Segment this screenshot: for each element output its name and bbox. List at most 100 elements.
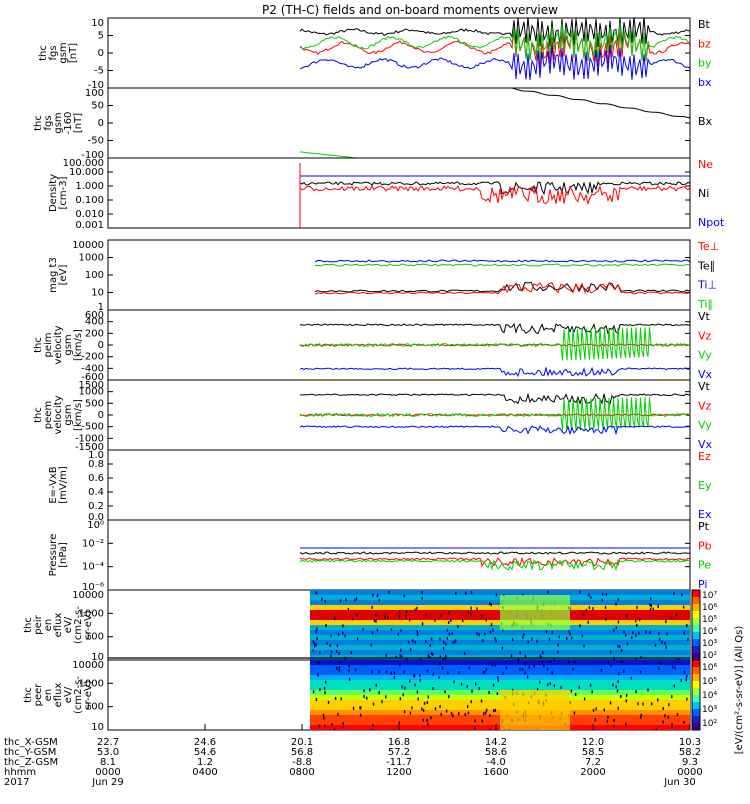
spectrogram-speck [681,593,683,597]
x-tick-label: -4.0 [486,757,506,768]
spectrogram-speck [330,634,332,638]
spectrogram-speck [399,663,401,667]
spectrogram-speck [635,619,637,623]
spectrogram-speck [493,709,495,713]
spectrogram-speck [572,667,574,671]
spectrogram-speck [637,702,639,706]
spectrogram-speck [452,640,454,644]
spectrogram-speck [323,716,325,720]
spectrogram-speck [419,673,421,677]
spectrogram-speck [322,713,325,717]
colorbar-tick-label: 10⁶ [702,603,717,613]
spectrogram-speck [397,632,400,636]
series-Vx [299,425,690,436]
spectrogram-speck [450,619,452,623]
y-tick-label: 0.100 [75,195,104,206]
spectrogram-speck [371,631,374,635]
spectrogram-speck [579,624,581,628]
colorbar-tick-label: 10⁵ [702,615,717,625]
panel-temperature: 10000 1000 100 10 1 mag t3 [eV] Te⊥ Te∥ Ti⊥ Ti∥ [48,239,719,313]
series-Ni [299,181,690,196]
spectrogram-speck [352,617,354,621]
spectrogram-speck [401,685,403,689]
spectrogram-speck [454,639,457,643]
spectrogram-speck [342,725,344,729]
spectrogram-speck [620,695,622,699]
spectrogram-speck [489,601,491,605]
spectrogram-speck [589,683,592,687]
spectrogram-speck [337,632,340,636]
spectrogram-speck [517,657,520,660]
spectrogram-speck [581,634,583,638]
spectrogram-speck [330,650,333,654]
spectrogram-speck [390,671,392,675]
spectrogram-speck [427,722,429,726]
spectrogram-speck [442,647,445,651]
colorbar-cell [692,709,700,717]
legend-bx: bx [698,76,712,89]
spectrogram-speck [333,727,336,730]
spectrogram-speck [495,639,497,643]
spectrogram-speck [313,641,316,645]
colorbar-cell [692,653,700,661]
y-axis-label-line: velocity [53,395,64,434]
spectrogram-speck [683,670,686,674]
colorbar-cell [692,646,700,654]
colorbar-tick-label: 10⁶ [702,663,717,673]
spectrogram-speck [673,684,676,688]
legend-Vy: Vy [698,349,712,362]
spectrogram-speck [673,591,675,595]
spectrogram-speck [489,713,491,717]
panel-fgs_gsm_160: 100 50 0 -50 -100 thc fgs gsm -160 [nT] Bx [33,87,713,161]
spectrogram-speck [432,687,434,691]
spectrogram-speck [414,683,416,687]
spectrogram-speck [548,637,551,641]
spectrogram-speck [315,591,317,595]
colorbar-cell [692,695,700,703]
panel-frame [107,157,691,229]
y-axis-label-line: en [43,619,54,632]
spectrogram-speck [635,690,637,694]
spectrogram-speck [378,691,380,695]
spectrogram-speck [439,637,441,641]
spectrogram-speck [658,666,660,670]
legend-Pe: Pe [698,559,711,572]
y-axis-label-line: [mV/m] [58,466,69,504]
spectrogram-speck [427,654,430,658]
spectrogram-speck [638,618,641,622]
spectrogram-speck [345,598,347,602]
spectrogram-speck [682,605,685,609]
y-tick-label: 10 [91,652,104,663]
panel-frame [107,239,691,311]
spectrogram-speck [400,655,403,659]
colorbar-cell [692,597,700,605]
x-tick-label: 16.8 [388,737,410,748]
spectrogram-speck [484,670,486,674]
spectrogram-speck [521,667,524,671]
spectrogram-event [500,595,570,630]
spectrogram-band [310,670,690,676]
colorbar-tick-label: 10³ [702,639,717,649]
spectrogram-speck [638,631,640,635]
spectrogram-speck [323,686,326,690]
spectrogram-speck [318,724,320,728]
y-tick-label: -200 [81,352,104,363]
spectrogram-speck [359,706,361,710]
spectrogram-speck [334,617,336,621]
spectrogram-band [310,590,690,596]
spectrogram-speck [588,593,590,597]
spectrogram-speck [523,633,525,637]
legend-Vt: Vt [698,310,711,323]
series-Vy [299,327,690,361]
y-axis-label-line: fgs [48,45,59,60]
spectrogram-speck [363,695,365,699]
spectrogram-speck [393,676,396,680]
legend-Vx: Vx [698,368,713,381]
spectrogram-speck [623,630,625,634]
legend-Npot: Npot [698,216,725,229]
spectrogram-speck [582,613,585,617]
spectrogram-speck [430,637,433,641]
legend-Bt: Bt [698,18,711,31]
spectrogram-speck [440,614,442,618]
